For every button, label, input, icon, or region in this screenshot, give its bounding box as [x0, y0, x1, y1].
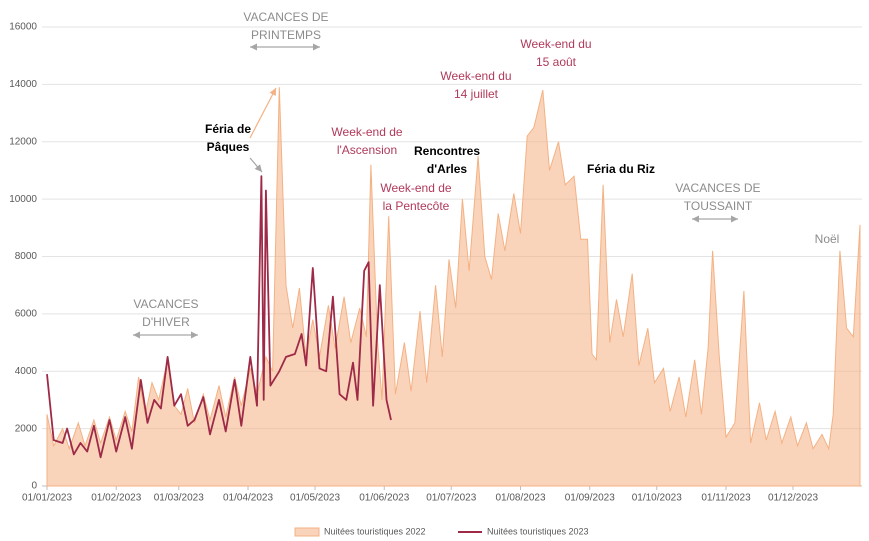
y-tick-label: 6000: [15, 309, 38, 320]
y-tick-label: 10000: [9, 194, 37, 205]
annotation: D'HIVER: [142, 315, 190, 329]
annotation: l'Ascension: [337, 143, 397, 157]
x-tick-label: 01/01/2023: [22, 493, 72, 504]
x-tick-label: 01/11/2023: [701, 493, 751, 504]
x-tick-label: 01/02/2023: [91, 493, 141, 504]
annotation: Week-end du: [520, 37, 591, 51]
legend-label: Nuitées touristiques 2022: [324, 526, 426, 536]
y-tick-label: 4000: [15, 366, 38, 377]
x-tick-label: 01/08/2023: [495, 493, 545, 504]
legend-label: Nuitées touristiques 2023: [487, 526, 589, 536]
y-tick-label: 2000: [15, 423, 38, 434]
y-tick-label: 14000: [9, 79, 37, 90]
x-tick-label: 01/09/2023: [565, 493, 615, 504]
pointer-arrow: [249, 157, 263, 173]
annotation: Week-end du: [440, 69, 511, 83]
area: [46, 87, 861, 487]
annotation: VACANCES DE: [675, 181, 760, 195]
annotation: PRINTEMPS: [251, 28, 321, 42]
annotation: VACANCES DE: [243, 10, 328, 24]
annotation: VACANCES: [133, 297, 198, 311]
x-tick-label: 01/06/2023: [359, 493, 409, 504]
annotation: 15 août: [536, 55, 577, 69]
y-tick-label: 8000: [15, 251, 38, 262]
x-tick-label: 01/10/2023: [632, 493, 682, 504]
pointer-arrow: [249, 87, 277, 139]
labels: 0 2000 4000 6000 8000 10000 12000 14000 16000 01/…: [9, 10, 840, 537]
annotation: Pâques: [207, 140, 250, 154]
annotation: Week-end de: [380, 181, 451, 195]
x-tick-label: 01/07/2023: [426, 493, 476, 504]
plot: [46, 87, 861, 487]
x-tick-label: 01/12/2023: [768, 493, 818, 504]
line: [46, 175, 392, 459]
annotation: Féria de: [205, 122, 251, 136]
annotation: Noël: [815, 232, 840, 246]
annotation: TOUSSAINT: [684, 199, 753, 213]
annotation: Rencontres: [414, 144, 480, 158]
annotation: 14 juillet: [454, 87, 499, 101]
y-tick-label: 0: [31, 481, 37, 492]
y-tick-label: 12000: [9, 136, 37, 147]
annotation: Week-end de: [331, 125, 402, 139]
annotation: Féria du Riz: [587, 162, 655, 176]
y-tick-label: 16000: [9, 22, 37, 33]
x-tick-label: 01/03/2023: [154, 493, 204, 504]
annotation: la Pentecôte: [383, 199, 450, 213]
annotation: d'Arles: [427, 162, 468, 176]
x-tick-label: 01/05/2023: [290, 493, 340, 504]
legend-swatch: [294, 527, 320, 537]
x-tick-label: 01/04/2023: [223, 493, 273, 504]
